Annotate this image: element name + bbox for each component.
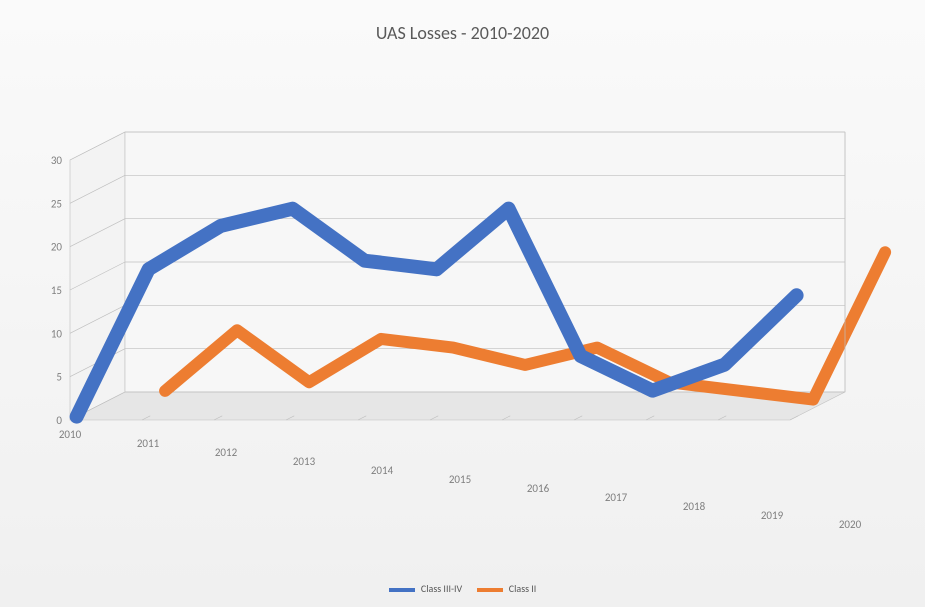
svg-text:2016: 2016	[527, 482, 550, 495]
plot-svg: 0 5 10 15 20 25 30 2010 2011 2012 2013 2014 2015 2016…	[30, 90, 895, 530]
svg-text:5: 5	[56, 371, 62, 384]
legend-swatch-1	[477, 588, 503, 592]
svg-text:2010: 2010	[59, 428, 82, 441]
svg-text:15: 15	[51, 284, 62, 297]
legend-swatch-0	[389, 588, 415, 592]
svg-text:20: 20	[51, 241, 63, 254]
svg-text:2014: 2014	[371, 464, 394, 477]
plot-area: 0 5 10 15 20 25 30 2010 2011 2012 2013 2014 2015 2016…	[30, 90, 895, 530]
svg-text:0: 0	[56, 414, 62, 427]
svg-text:2018: 2018	[683, 500, 706, 513]
svg-text:2011: 2011	[137, 437, 160, 450]
svg-text:2017: 2017	[605, 491, 628, 504]
svg-text:2020: 2020	[839, 518, 862, 530]
svg-text:30: 30	[51, 154, 63, 167]
chart-title: UAS Losses - 2010-2020	[0, 22, 925, 44]
legend: Class III-IV Class II	[0, 582, 925, 595]
legend-label-1: Class II	[509, 582, 537, 595]
legend-item-0: Class III-IV	[389, 582, 463, 595]
svg-text:2015: 2015	[449, 473, 471, 486]
legend-item-1: Class II	[477, 582, 537, 595]
svg-text:2013: 2013	[293, 455, 316, 468]
svg-text:10: 10	[51, 327, 63, 340]
svg-text:2019: 2019	[761, 509, 784, 522]
svg-text:2012: 2012	[215, 446, 238, 459]
legend-label-0: Class III-IV	[421, 582, 462, 595]
chart-container: UAS Losses - 2010-2020 0 5 10 15 20 25 30 2010 2…	[0, 0, 925, 607]
svg-text:25: 25	[51, 197, 62, 210]
